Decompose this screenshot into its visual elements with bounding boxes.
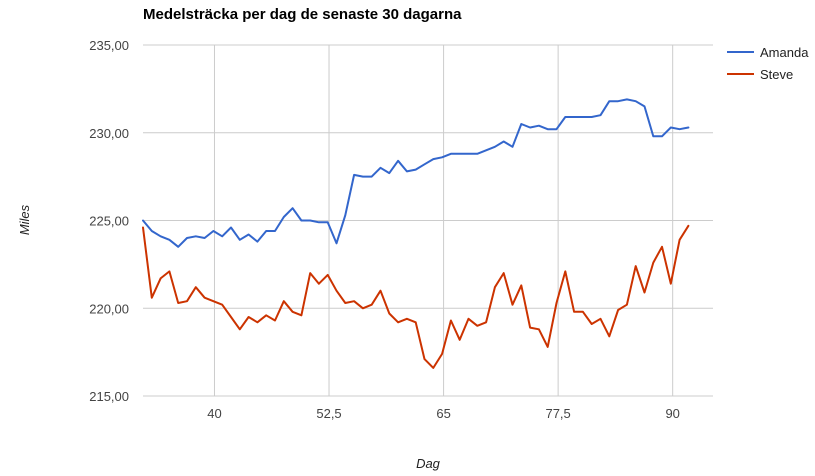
legend-label-steve: Steve [760,67,793,82]
chart-title: Medelsträcka per dag de senaste 30 dagar… [143,6,462,23]
y-axis-ticks: 215,00 220,00 225,00 230,00 235,00 [89,38,129,404]
x-tick-label: 90 [665,406,679,421]
x-axis-label: Dag [416,456,441,471]
x-tick-label: 52,5 [316,406,341,421]
y-tick-label: 220,00 [89,301,129,316]
y-tick-label: 225,00 [89,214,129,229]
gridlines [143,44,713,397]
series-line-amanda [142,98,690,248]
y-tick-label: 235,00 [89,38,129,53]
y-tick-label: 230,00 [89,126,129,141]
x-tick-label: 65 [436,406,450,421]
legend-label-amanda: Amanda [760,45,809,60]
y-axis-label: Miles [17,204,32,235]
series-lines [142,98,690,369]
x-axis-ticks: 40 52,5 65 77,5 90 [207,406,680,421]
series-line-steve [142,224,690,369]
y-tick-label: 215,00 [89,389,129,404]
x-tick-label: 40 [207,406,221,421]
legend: Amanda Steve [727,45,809,82]
x-tick-label: 77,5 [545,406,570,421]
